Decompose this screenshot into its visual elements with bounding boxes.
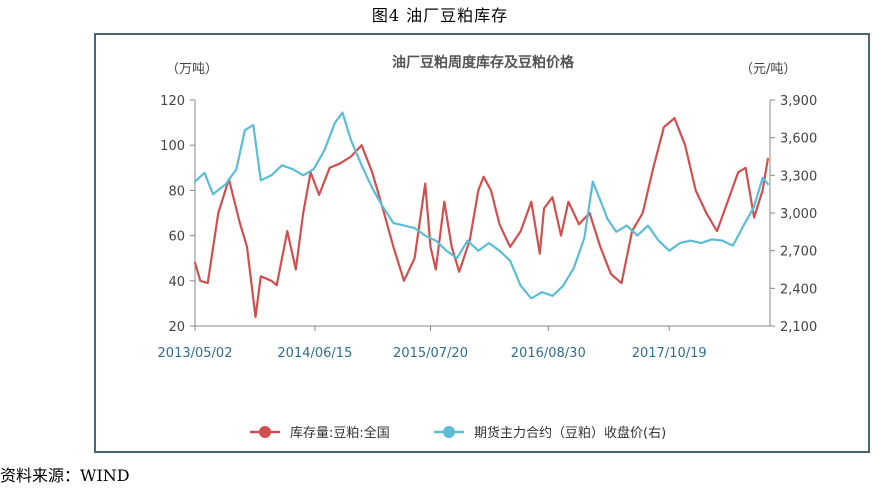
x-tick-label: 2016/08/30 bbox=[511, 346, 586, 361]
legend: 库存量:豆粕:全国 期货主力合约（豆粕）收盘价(右) bbox=[250, 425, 666, 441]
x-axis-ticks: 2013/05/02 2014/06/15 2015/07/20 2016/08/30… bbox=[158, 326, 707, 361]
left-tick-label: 60 bbox=[168, 230, 185, 245]
x-tick-label: 2013/05/02 bbox=[158, 346, 233, 361]
right-tick-label: 3,600 bbox=[780, 132, 817, 147]
left-axis-unit: （万吨） bbox=[166, 62, 218, 77]
legend-marker-price bbox=[443, 426, 455, 438]
left-tick-label: 100 bbox=[160, 139, 185, 154]
right-tick-label: 2,400 bbox=[780, 282, 817, 297]
legend-item-price[interactable]: 期货主力合约（豆粕）收盘价(右) bbox=[434, 425, 666, 441]
series-line-inventory bbox=[193, 116, 770, 319]
right-tick-label: 2,100 bbox=[780, 320, 817, 335]
left-tick-label: 40 bbox=[168, 275, 185, 290]
x-tick-label: 2015/07/20 bbox=[393, 346, 468, 361]
left-axis-ticks: 20 40 60 80 100 120 bbox=[160, 94, 195, 335]
right-tick-label: 3,900 bbox=[780, 94, 817, 109]
chart-frame bbox=[94, 33, 870, 453]
legend-label-price: 期货主力合约（豆粕）收盘价(右) bbox=[474, 425, 666, 441]
x-tick-label: 2014/06/15 bbox=[277, 346, 352, 361]
right-tick-label: 3,300 bbox=[780, 169, 817, 184]
legend-label-inventory: 库存量:豆粕:全国 bbox=[290, 425, 390, 441]
figure-title: 图4 油厂豆粕库存 bbox=[371, 6, 509, 25]
right-axis-ticks: 2,100 2,400 2,700 3,000 3,300 3,600 3,900 bbox=[770, 94, 817, 335]
legend-marker-inventory bbox=[259, 426, 271, 438]
right-tick-label: 2,700 bbox=[780, 245, 817, 260]
series-layer bbox=[193, 111, 770, 319]
series-line-price bbox=[193, 111, 770, 300]
source-note: 资料来源：WIND bbox=[0, 466, 130, 485]
left-tick-label: 20 bbox=[168, 320, 185, 335]
legend-item-inventory[interactable]: 库存量:豆粕:全国 bbox=[250, 425, 390, 441]
x-tick-label: 2017/10/19 bbox=[632, 346, 707, 361]
left-tick-label: 80 bbox=[168, 184, 185, 199]
chart-title: 油厂豆粕周度库存及豆粕价格 bbox=[392, 54, 575, 71]
right-axis-unit: （元/吨） bbox=[740, 62, 796, 77]
right-tick-label: 3,000 bbox=[780, 207, 817, 222]
left-tick-label: 120 bbox=[160, 94, 185, 109]
